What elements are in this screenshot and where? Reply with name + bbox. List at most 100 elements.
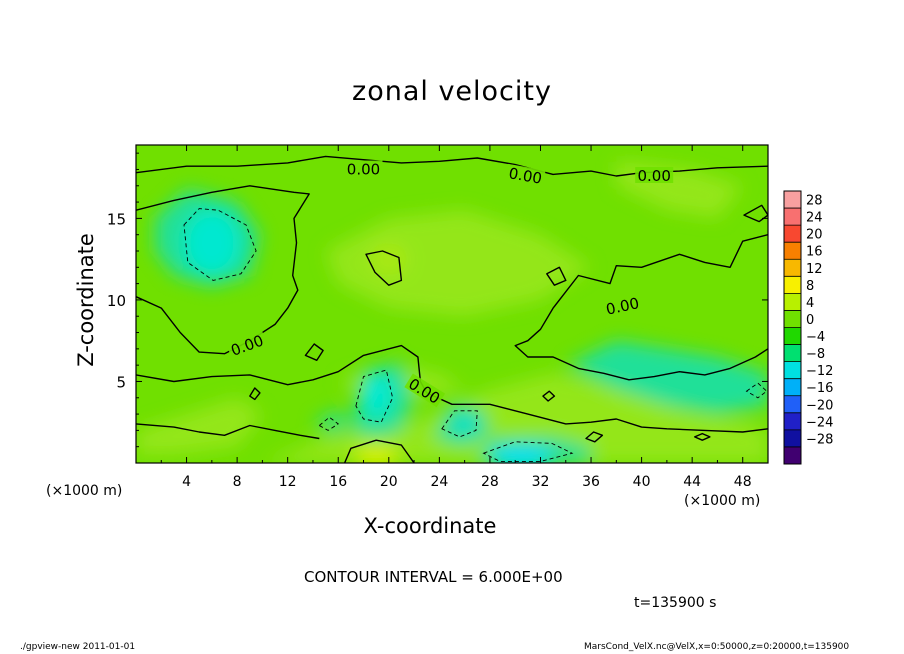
contour-label-bg [505, 163, 546, 187]
colorbar-label: 12 [806, 262, 823, 277]
plot-frame [135, 144, 769, 464]
field-positive-region-0 [262, 373, 768, 463]
contour-closed-2 [249, 387, 261, 401]
contour-label: 0.00 [507, 164, 543, 188]
contour-closed-7 [546, 266, 567, 286]
chart-title: zonal velocity [352, 76, 552, 107]
contour-zero-1 [136, 185, 310, 355]
contour-label-bg [635, 167, 674, 183]
contour-interval-note: CONTOUR INTERVAL = 6.000E+00 [304, 568, 563, 586]
contour-negative-4 [318, 416, 339, 431]
contour-closed-3 [542, 390, 556, 402]
x-tick-label: 44 [683, 474, 701, 490]
field-positive-region-3 [136, 397, 263, 455]
contour-zero-2 [514, 234, 768, 381]
contour-closed-1 [304, 343, 324, 361]
field-core-3 [488, 445, 555, 463]
colorbar-swatch [784, 378, 801, 397]
y-tick-label: 10 [107, 292, 126, 310]
contour-label: 0.00 [347, 161, 380, 179]
colorbar-swatch [784, 242, 801, 260]
contour-label-bg [404, 373, 446, 408]
colorbar-swatch [784, 310, 801, 328]
time-stamp: t=135900 s [634, 595, 717, 611]
contour-negative-2 [441, 410, 478, 438]
colorbar-label: −4 [806, 330, 825, 345]
x-tick-label: 20 [380, 474, 398, 490]
contour-closed-6 [743, 204, 768, 223]
contour-closed-0 [365, 250, 403, 286]
field-shading [136, 161, 768, 463]
field-core-1 [359, 371, 393, 418]
velocity-field [136, 145, 768, 463]
x-tick-label: 4 [182, 474, 191, 490]
x-tick-label: 16 [329, 474, 347, 490]
colorbar-label: −28 [806, 432, 833, 447]
colorbar-swatch [784, 412, 801, 431]
contour-closed-4 [585, 431, 604, 443]
colorbar-swatch [784, 327, 801, 346]
x-tick-label: 28 [481, 474, 499, 490]
x-unit-left: (×1000 m) [46, 483, 123, 499]
colorbar-swatch [784, 225, 801, 243]
footer-left: ./gpview-new 2011-01-01 [20, 642, 136, 652]
colorbar-label: 0 [806, 313, 814, 328]
x-tick-label: 32 [532, 474, 550, 490]
x-tick-label: 36 [582, 474, 600, 490]
colorbar-label: 28 [806, 194, 823, 209]
field-positive-region-2 [325, 210, 591, 317]
colorbar-label: 24 [806, 211, 823, 226]
colorbar-swatch [784, 361, 801, 380]
colorbar-label: 20 [806, 228, 823, 243]
colorbar-swatch [784, 208, 801, 226]
contour-negative-1 [355, 369, 394, 423]
field-negative-region-4 [565, 340, 768, 415]
contour-closed-5 [694, 432, 711, 441]
colorbar-label: −24 [806, 415, 833, 430]
field-core-4 [353, 445, 399, 463]
colorbar-swatch [784, 293, 801, 311]
footer-right: MarsCond_VelX.nc@VelX,x=0:50000,z=0:2000… [584, 642, 850, 652]
contour-label-group-2: 0.00 [635, 167, 674, 185]
contour-label: 0.00 [637, 167, 670, 185]
colorbar-label: −20 [806, 398, 833, 413]
colorbar-swatch [784, 259, 801, 277]
x-tick-label: 48 [734, 474, 752, 490]
colorbar-label: 16 [806, 245, 823, 260]
y-tick-label: 15 [107, 210, 126, 228]
colorbar-swatch [784, 429, 801, 448]
y-axis-label: Z-coordinate [74, 233, 98, 367]
x-axis-label: X-coordinate [363, 514, 497, 538]
colorbar-label: −16 [806, 381, 833, 396]
field-core-5 [369, 242, 408, 276]
contour-zero-5 [343, 439, 415, 463]
contour-label-group-1: 0.00 [505, 163, 546, 188]
x-unit-right: (×1000 m) [684, 493, 761, 509]
colorbar-swatch [784, 446, 801, 465]
colorbar-swatch [784, 395, 801, 414]
colorbar-label: 8 [806, 279, 814, 294]
contour-label-bg [344, 160, 383, 177]
contour-label-bg [226, 330, 268, 359]
colorbar-label: −12 [806, 364, 833, 379]
field-core-2 [449, 407, 480, 437]
contour-label-group-0: 0.00 [344, 160, 383, 179]
colorbar-swatch [784, 344, 801, 363]
colorbar-label: 4 [806, 296, 814, 311]
contour-negative-3 [482, 441, 574, 462]
x-tick-label: 24 [430, 474, 448, 490]
colorbar-swatch [784, 191, 801, 209]
contour-negative-0 [183, 208, 257, 281]
colorbar: 28 24 20 16 12 8 4 0 −4 −8 −12 −16 −20 −24 −28 [783, 190, 833, 465]
field-negative-region-5 [313, 410, 351, 434]
colorbar-swatch [784, 276, 801, 294]
x-tick-label: 40 [633, 474, 651, 490]
contour-negative-5 [745, 382, 768, 399]
contour-zero-4 [136, 423, 320, 440]
x-tick-label: 8 [233, 474, 242, 490]
colorbar-label: −8 [806, 347, 825, 362]
y-tick-label: 5 [116, 373, 126, 391]
